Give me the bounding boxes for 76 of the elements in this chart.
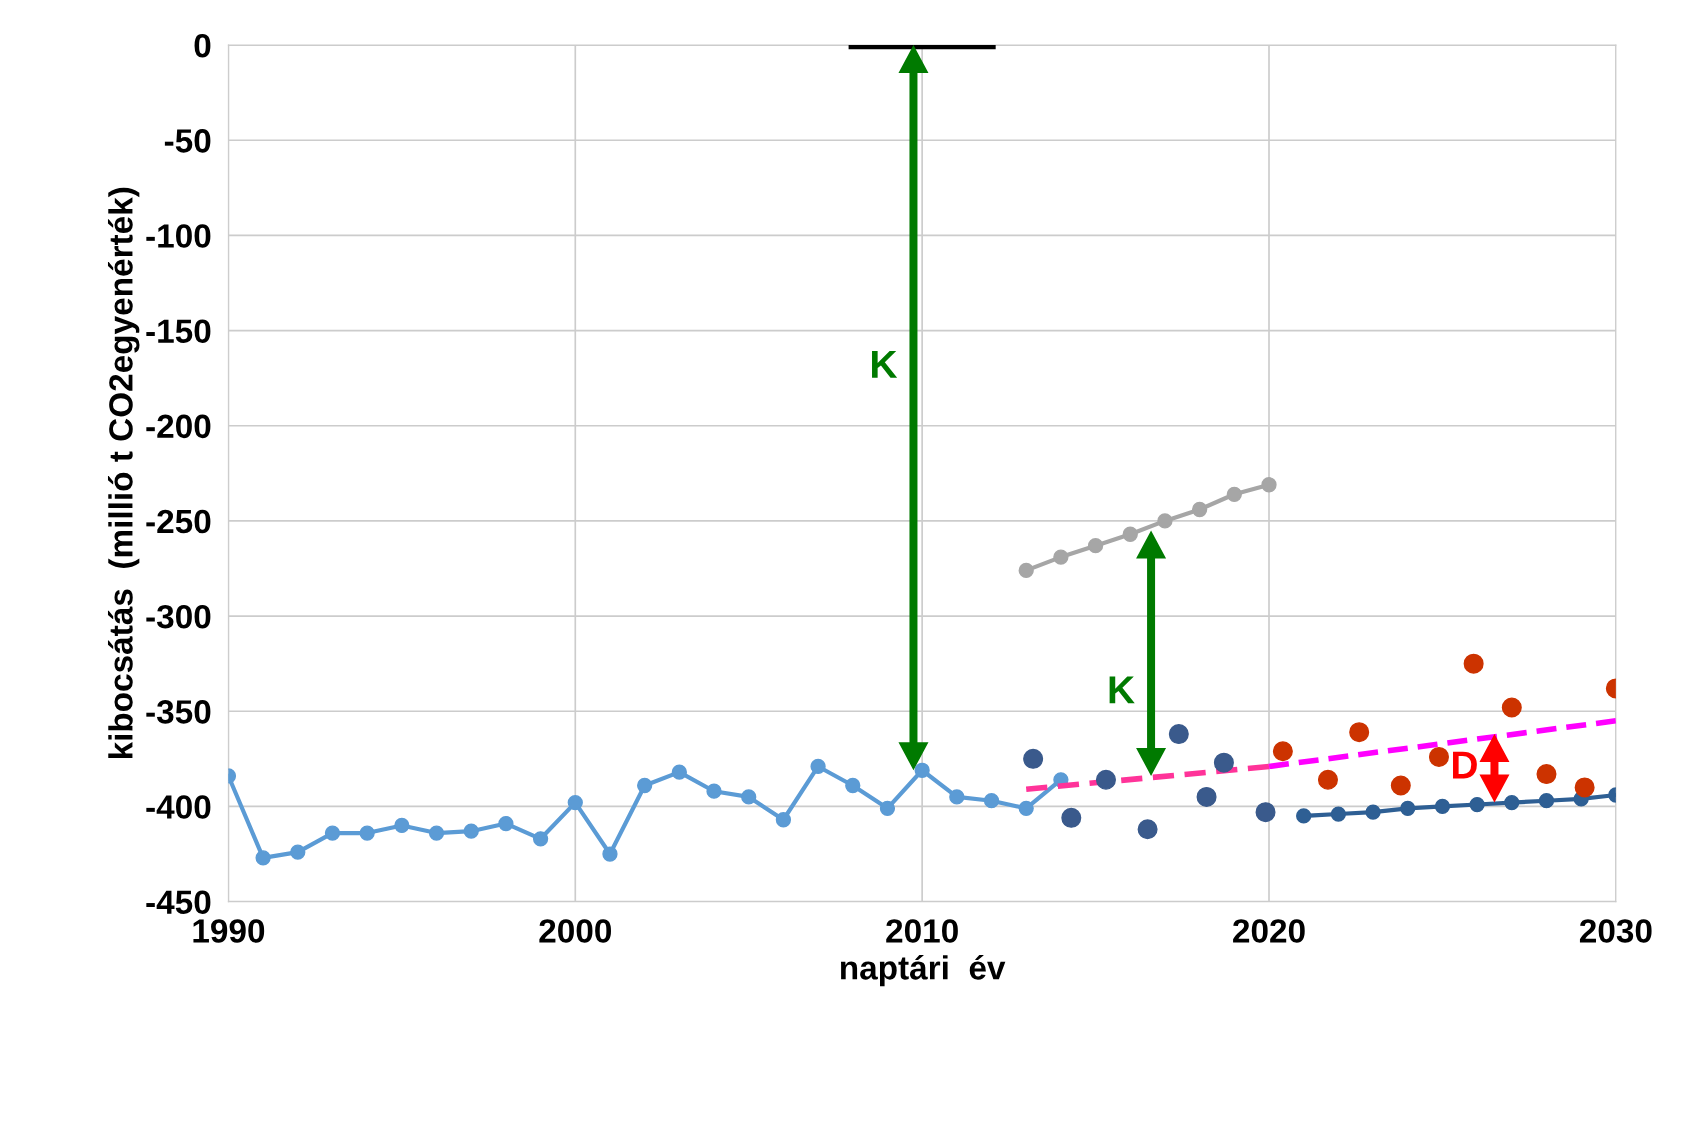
point bbox=[879, 800, 896, 816]
point bbox=[1365, 804, 1381, 820]
y-tick-label: -350 bbox=[146, 700, 211, 724]
point bbox=[1255, 802, 1276, 823]
point bbox=[1330, 806, 1347, 822]
point bbox=[1501, 697, 1522, 718]
annotation: D bbox=[1453, 751, 1477, 779]
point bbox=[1463, 653, 1484, 674]
point bbox=[1061, 807, 1082, 828]
x-axis-title: naptári év bbox=[840, 954, 1006, 987]
point bbox=[394, 817, 410, 834]
point bbox=[567, 794, 583, 811]
y-tick-label: -100 bbox=[146, 224, 211, 248]
point bbox=[741, 789, 757, 805]
point bbox=[602, 846, 618, 862]
point bbox=[1196, 786, 1217, 807]
point bbox=[1574, 777, 1595, 798]
point bbox=[1272, 741, 1293, 762]
y-tick-label: -250 bbox=[146, 509, 211, 534]
point bbox=[428, 825, 445, 841]
point bbox=[1296, 808, 1312, 824]
y-tick-label: -300 bbox=[146, 604, 211, 629]
point bbox=[775, 812, 792, 828]
point bbox=[359, 825, 375, 841]
point bbox=[1018, 800, 1034, 816]
point bbox=[1157, 513, 1173, 529]
y-tick-label: -150 bbox=[146, 319, 211, 343]
point bbox=[1053, 549, 1069, 565]
point bbox=[1469, 796, 1485, 813]
point bbox=[1434, 798, 1451, 815]
point bbox=[1504, 794, 1520, 811]
x-tick-label: 1990 bbox=[193, 919, 265, 943]
point bbox=[983, 793, 1000, 809]
point bbox=[255, 850, 271, 866]
point bbox=[324, 825, 341, 841]
y-tick-label: -450 bbox=[146, 890, 211, 915]
point bbox=[1349, 722, 1370, 743]
point bbox=[1087, 538, 1104, 554]
point bbox=[706, 783, 722, 799]
point bbox=[1018, 562, 1034, 579]
point bbox=[1023, 748, 1044, 769]
annotation: K bbox=[872, 350, 898, 378]
x-tick-label: 2030 bbox=[1579, 919, 1652, 943]
point bbox=[1095, 769, 1116, 790]
point bbox=[810, 758, 826, 775]
point bbox=[1317, 769, 1338, 790]
y-tick-label: -200 bbox=[146, 414, 211, 439]
point bbox=[1191, 501, 1208, 518]
point bbox=[1400, 800, 1416, 816]
point bbox=[1538, 793, 1555, 809]
point bbox=[498, 815, 514, 832]
y-tick-label: -400 bbox=[146, 795, 211, 819]
point bbox=[1428, 746, 1449, 767]
point bbox=[1226, 486, 1242, 502]
annotation: K bbox=[1109, 676, 1135, 704]
point bbox=[463, 823, 479, 839]
point bbox=[1168, 724, 1189, 745]
point bbox=[532, 831, 549, 847]
y-tick-label: 0 bbox=[194, 33, 211, 58]
point bbox=[914, 762, 930, 778]
point bbox=[637, 777, 653, 794]
point bbox=[1536, 764, 1557, 785]
y-tick-label: -50 bbox=[164, 129, 211, 153]
point bbox=[290, 844, 306, 860]
point bbox=[949, 789, 965, 805]
x-tick-label: 2010 bbox=[886, 919, 958, 943]
x-tick-label: 2000 bbox=[539, 919, 611, 943]
point bbox=[1390, 775, 1411, 796]
x-tick-label: 2020 bbox=[1233, 919, 1305, 943]
point bbox=[1137, 819, 1158, 840]
y-axis-title: kibocsátás (millió t CO2egyenérték) bbox=[107, 187, 140, 759]
point bbox=[845, 777, 861, 794]
point bbox=[1261, 477, 1277, 493]
point bbox=[1122, 526, 1138, 542]
point bbox=[1213, 752, 1234, 773]
point bbox=[671, 764, 687, 780]
